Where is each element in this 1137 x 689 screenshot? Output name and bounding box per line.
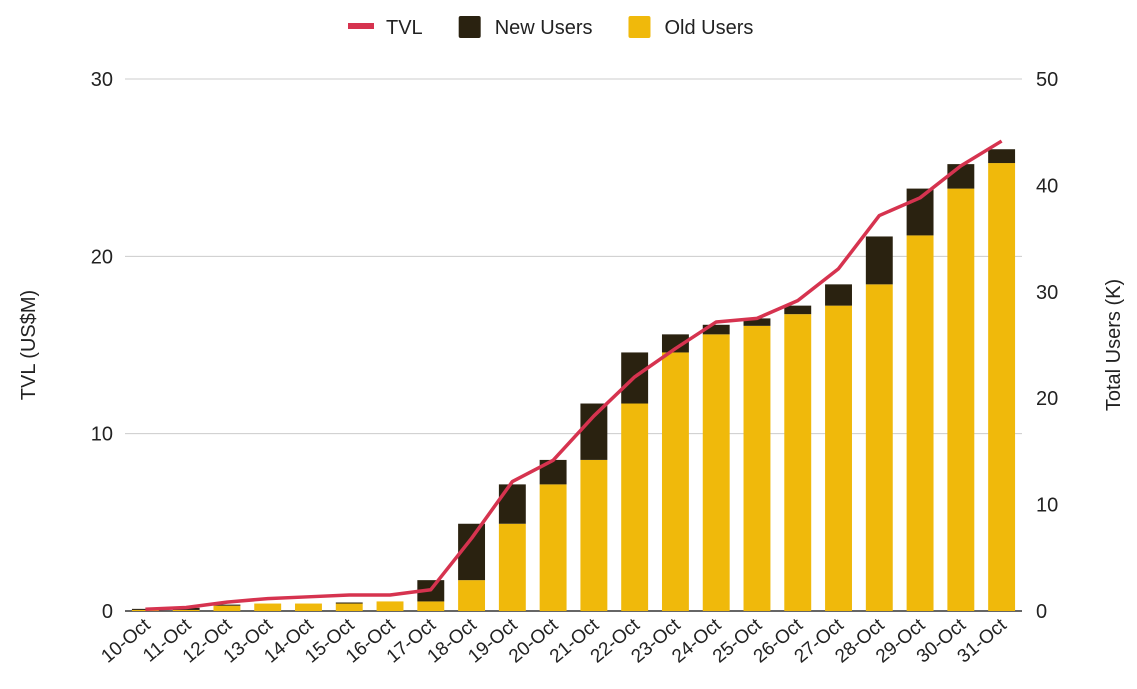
bar bbox=[539, 484, 567, 611]
bar bbox=[988, 163, 1016, 611]
bar bbox=[702, 324, 730, 335]
y2-tick-label: 20 bbox=[1036, 388, 1058, 410]
y2-tick-label: 50 bbox=[1036, 69, 1058, 91]
bar bbox=[825, 305, 852, 611]
y-tick-label: 0 bbox=[102, 601, 113, 623]
legend-label: New Users bbox=[495, 17, 593, 39]
bar bbox=[376, 601, 404, 611]
bar bbox=[865, 284, 893, 611]
bar bbox=[335, 602, 363, 604]
legend-label: TVL bbox=[386, 17, 423, 39]
bar bbox=[947, 188, 975, 612]
bar bbox=[295, 603, 322, 611]
bar bbox=[702, 334, 730, 611]
bar bbox=[498, 484, 526, 524]
y-tick-label: 20 bbox=[91, 246, 113, 268]
bar bbox=[988, 149, 1016, 164]
bar bbox=[458, 580, 486, 611]
line bbox=[145, 139, 1003, 611]
legend-swatch bbox=[628, 16, 651, 38]
bar bbox=[213, 604, 241, 606]
bar bbox=[172, 609, 200, 611]
bar bbox=[335, 603, 363, 611]
bar bbox=[131, 608, 159, 610]
y2-tick-label: 40 bbox=[1036, 175, 1058, 197]
bar bbox=[213, 605, 241, 611]
y-tick-label: 10 bbox=[91, 424, 113, 446]
y-axis-label: TVL (US$M) bbox=[18, 290, 40, 400]
bar bbox=[580, 403, 608, 460]
bar bbox=[865, 236, 893, 285]
bar bbox=[947, 164, 975, 189]
legend-swatch bbox=[458, 16, 481, 38]
y2-tick-label: 30 bbox=[1036, 282, 1058, 304]
y-tick-label: 30 bbox=[91, 69, 113, 91]
bar bbox=[825, 284, 852, 306]
bar bbox=[417, 601, 445, 611]
bar bbox=[784, 314, 812, 611]
y2-tick-label: 0 bbox=[1036, 601, 1047, 623]
bar bbox=[580, 459, 608, 611]
bar bbox=[621, 403, 649, 611]
bar bbox=[784, 305, 812, 315]
bar bbox=[743, 318, 771, 326]
bar bbox=[498, 523, 526, 611]
bar bbox=[131, 609, 159, 611]
bar bbox=[906, 235, 934, 611]
bar bbox=[661, 352, 689, 611]
bar bbox=[254, 603, 282, 611]
y2-axis-label: Total Users (K) bbox=[1103, 279, 1125, 411]
y2-tick-label: 10 bbox=[1036, 495, 1058, 517]
bar bbox=[743, 325, 771, 611]
bar bbox=[661, 334, 689, 353]
legend-swatch bbox=[348, 23, 374, 29]
legend-label: Old Users bbox=[664, 17, 753, 39]
